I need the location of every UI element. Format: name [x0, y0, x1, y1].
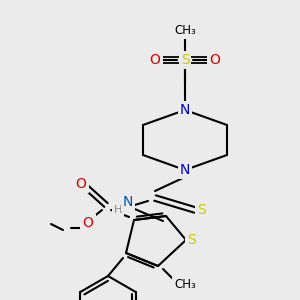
Text: S: S [196, 203, 206, 217]
Text: O: O [150, 53, 160, 67]
Text: S: S [187, 233, 195, 247]
Text: O: O [210, 53, 220, 67]
Text: CH₃: CH₃ [174, 278, 196, 290]
Text: N: N [123, 195, 133, 209]
Text: H: H [114, 205, 122, 215]
Text: N: N [180, 103, 190, 117]
Text: O: O [76, 177, 86, 191]
Text: O: O [82, 216, 93, 230]
Text: CH₃: CH₃ [174, 23, 196, 37]
Text: S: S [181, 53, 189, 67]
Text: N: N [180, 163, 190, 177]
